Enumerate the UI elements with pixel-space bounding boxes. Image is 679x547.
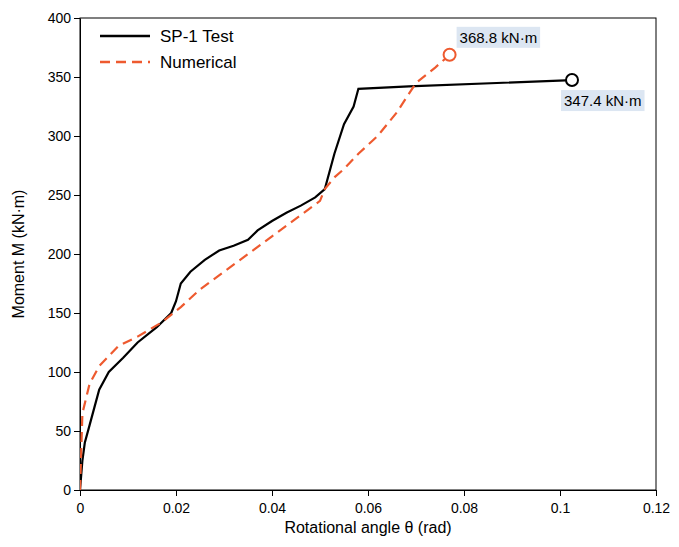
tick-label: 0.04 bbox=[259, 500, 286, 516]
tick-mark bbox=[368, 490, 369, 496]
tick: 100 bbox=[48, 364, 80, 380]
end-marker bbox=[444, 49, 456, 61]
tick: 0.08 bbox=[451, 490, 478, 516]
tick: 0.04 bbox=[259, 490, 286, 516]
tick-label: 300 bbox=[48, 128, 72, 144]
tick: 350 bbox=[48, 69, 80, 85]
tick-mark bbox=[74, 77, 80, 78]
tick: 400 bbox=[48, 10, 80, 26]
tick-label: 100 bbox=[48, 364, 72, 380]
x-axis-title: Rotational angle θ (rad) bbox=[284, 519, 451, 536]
tick-label: 350 bbox=[48, 69, 72, 85]
tick: 50 bbox=[55, 423, 80, 439]
tick-mark bbox=[74, 136, 80, 137]
tick: 0.12 bbox=[643, 490, 670, 516]
tick-mark bbox=[80, 490, 81, 496]
annotation: 368.8 kN·m bbox=[460, 29, 538, 46]
tick-mark bbox=[656, 490, 657, 496]
tick: 0 bbox=[63, 482, 80, 498]
legend-swatch bbox=[100, 35, 150, 38]
plot: 0 0.02 0.04 0.06 0.08 0.1 0.12 0 50 100 150 200 250 3… bbox=[48, 10, 671, 516]
tick: 150 bbox=[48, 305, 80, 321]
tick-label: 400 bbox=[48, 10, 72, 26]
tick-mark bbox=[74, 254, 80, 255]
series-line bbox=[80, 55, 450, 490]
y-axis: 0 50 100 150 200 250 300 350 400 bbox=[48, 10, 81, 498]
legend: SP-1 Test Numerical bbox=[100, 27, 237, 72]
annotation-box bbox=[561, 90, 645, 111]
chart: 0 0.02 0.04 0.06 0.08 0.1 0.12 0 50 100 150 200 250 3… bbox=[0, 0, 679, 547]
tick: 200 bbox=[48, 246, 80, 262]
tick-mark bbox=[74, 431, 80, 432]
legend-label: SP-1 Test bbox=[160, 27, 234, 46]
tick-label: 0.02 bbox=[163, 500, 190, 516]
legend-swatch bbox=[100, 61, 150, 64]
tick-mark bbox=[74, 313, 80, 314]
tick-label: 200 bbox=[48, 246, 72, 262]
annotations: 368.8 kN·m 347.4 kN·m bbox=[457, 27, 645, 111]
series-line bbox=[80, 80, 572, 490]
tick-label: 150 bbox=[48, 305, 72, 321]
tick-mark bbox=[176, 490, 177, 496]
tick-label: 0.12 bbox=[643, 500, 670, 516]
tick: 250 bbox=[48, 187, 80, 203]
tick-mark bbox=[74, 490, 80, 491]
tick-label: 0 bbox=[77, 500, 85, 516]
annotation-box bbox=[457, 27, 541, 48]
legend-label: Numerical bbox=[160, 53, 237, 72]
tick: 0 bbox=[77, 490, 85, 516]
tick: 300 bbox=[48, 128, 80, 144]
x-axis: 0 0.02 0.04 0.06 0.08 0.1 0.12 bbox=[77, 490, 671, 516]
tick-mark bbox=[272, 490, 273, 496]
tick: 0.06 bbox=[355, 490, 382, 516]
tick-mark bbox=[464, 490, 465, 496]
tick-label: 250 bbox=[48, 187, 72, 203]
tick-mark bbox=[74, 195, 80, 196]
tick-label: 0.08 bbox=[451, 500, 478, 516]
tick-label: 0 bbox=[63, 482, 71, 498]
tick: 0.1 bbox=[551, 490, 571, 516]
tick: 0.02 bbox=[163, 490, 190, 516]
y-axis-title: Moment M (kN·m) bbox=[10, 190, 27, 319]
marks bbox=[80, 49, 578, 490]
tick-label: 50 bbox=[55, 423, 71, 439]
end-marker bbox=[566, 74, 578, 86]
tick-mark bbox=[560, 490, 561, 496]
annotation: 347.4 kN·m bbox=[564, 92, 642, 109]
tick-mark bbox=[74, 372, 80, 373]
tick-label: 0.06 bbox=[355, 500, 382, 516]
tick-label: 0.1 bbox=[551, 500, 571, 516]
plot-frame bbox=[80, 18, 656, 490]
axis-line bbox=[80, 19, 81, 491]
tick-mark bbox=[74, 18, 80, 19]
